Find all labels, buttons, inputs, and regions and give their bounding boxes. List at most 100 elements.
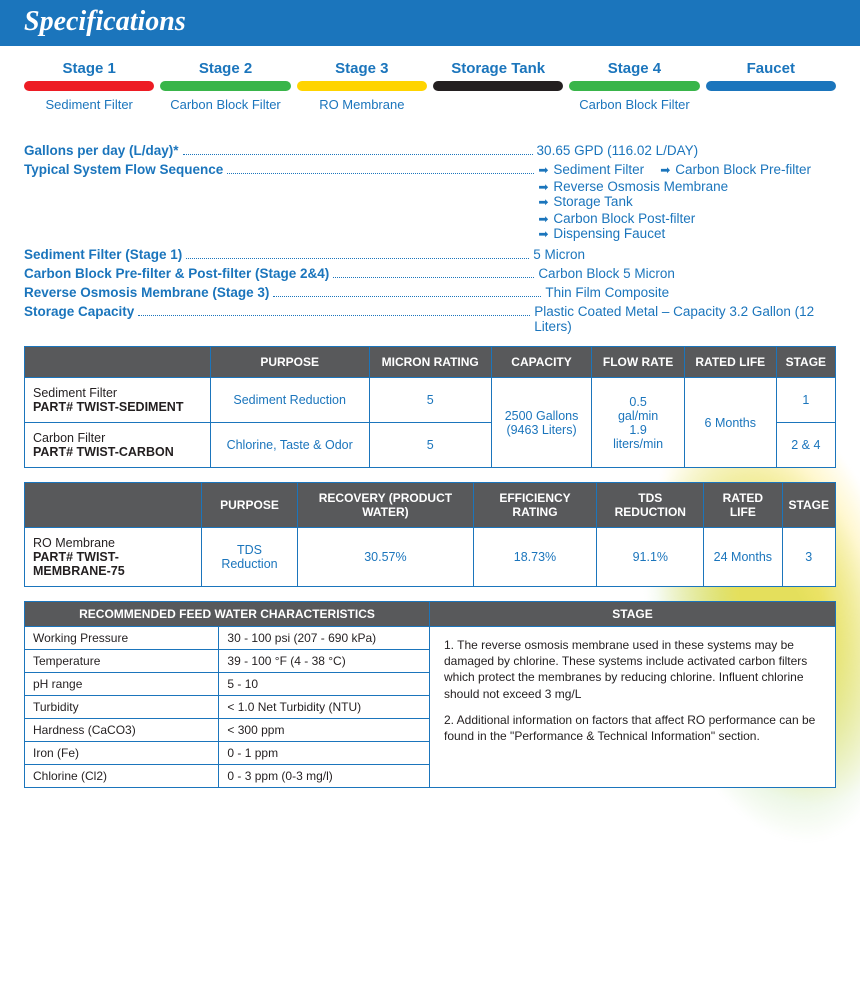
spec-row: Sediment Filter (Stage 1) 5 Micron xyxy=(24,247,836,262)
table-row-head: RO MembranePART# TWIST-MEMBRANE-75 xyxy=(25,528,202,587)
table-cell: 91.1% xyxy=(597,528,704,587)
stage-label: Stage 4 xyxy=(569,60,699,77)
stage-label: Stage 2 xyxy=(160,60,290,77)
table-header: MICRON RATING xyxy=(369,347,491,378)
stage-sublabel: Sediment Filter xyxy=(24,97,154,129)
feed-value: 0 - 3 ppm (0-3 mg/l) xyxy=(219,765,429,788)
stage-sublabel: RO Membrane xyxy=(297,97,427,129)
flow-line: Carbon Block Post-filterDispensing Fauce… xyxy=(538,211,836,241)
stage-pill xyxy=(569,81,699,91)
feed-label: pH range xyxy=(25,673,219,696)
flow-item: Storage Tank xyxy=(538,194,632,209)
note-item: 1. The reverse osmosis membrane used in … xyxy=(444,637,821,702)
stage-pill xyxy=(433,81,563,91)
table-cell: 5 xyxy=(369,423,491,468)
table-header: STAGE xyxy=(776,347,835,378)
spec-dots xyxy=(333,266,534,278)
table-header: CAPACITY xyxy=(491,347,592,378)
table-cell: 30.57% xyxy=(298,528,473,587)
table-cell: 2500 Gallons(9463 Liters) xyxy=(491,378,592,468)
feed-row: Temperature39 - 100 °F (4 - 38 °C) xyxy=(25,650,429,673)
flow-item: Carbon Block Pre-filter xyxy=(660,162,811,177)
table-cell: 3 xyxy=(782,528,835,587)
table-header: PURPOSE xyxy=(210,347,369,378)
table-cell: 0.5gal/min1.9liters/min xyxy=(592,378,685,468)
spec-value: Sediment FilterCarbon Block Pre-filterRe… xyxy=(538,162,836,243)
stage-label: Storage Tank xyxy=(433,60,563,77)
stage-sublabel: Carbon Block Filter xyxy=(569,97,699,129)
feed-row: Hardness (CaCO3)< 300 ppm xyxy=(25,719,429,742)
feed-value: 39 - 100 °F (4 - 38 °C) xyxy=(219,650,429,673)
table-cell: 2 & 4 xyxy=(776,423,835,468)
table-header: EFFICIENCY RATING xyxy=(473,483,597,528)
note-item: 2. Additional information on factors tha… xyxy=(444,712,821,744)
stage-pill xyxy=(24,81,154,91)
table-cell: Sediment Reduction xyxy=(210,378,369,423)
feed-header: RECOMMENDED FEED WATER CHARACTERISTICS xyxy=(25,602,430,627)
spec-dots xyxy=(273,285,541,297)
spec-row: Typical System Flow SequenceSediment Fil… xyxy=(24,162,836,243)
spec-row: Carbon Block Pre-filter & Post-filter (S… xyxy=(24,266,836,281)
stage-5: Faucet xyxy=(706,60,836,129)
spec-dots xyxy=(183,143,533,155)
page-header: Specifications xyxy=(0,0,860,46)
table-header xyxy=(25,483,202,528)
feed-label: Working Pressure xyxy=(25,627,219,650)
feed-value: < 1.0 Net Turbidity (NTU) xyxy=(219,696,429,719)
table-cell: 5 xyxy=(369,378,491,423)
spec-value: Carbon Block 5 Micron xyxy=(538,266,836,281)
flow-item: Carbon Block Post-filter xyxy=(538,211,695,226)
stages-row: Stage 1 Sediment Filter Stage 2 Carbon Bloc… xyxy=(24,60,836,129)
feed-table: Working Pressure30 - 100 psi (207 - 690 … xyxy=(25,627,430,787)
feed-row: Turbidity< 1.0 Net Turbidity (NTU) xyxy=(25,696,429,719)
bottom-grid: RECOMMENDED FEED WATER CHARACTERISTICS S… xyxy=(24,601,836,788)
stage-sublabel xyxy=(433,97,563,129)
feed-label: Hardness (CaCO3) xyxy=(25,719,219,742)
feed-value: 5 - 10 xyxy=(219,673,429,696)
table-header: STAGE xyxy=(782,483,835,528)
spec-dots xyxy=(138,304,530,316)
table-header: RATED LIFE xyxy=(704,483,782,528)
table-header xyxy=(25,347,211,378)
feed-value: 0 - 1 ppm xyxy=(219,742,429,765)
stage-2: Stage 3RO Membrane xyxy=(297,60,427,129)
notes-block: 1. The reverse osmosis membrane used in … xyxy=(430,627,835,787)
stage-label: Stage 1 xyxy=(24,60,154,77)
spec-list: Gallons per day (L/day)*30.65 GPD (116.0… xyxy=(24,143,836,334)
flow-line: Reverse Osmosis MembraneStorage Tank xyxy=(538,179,836,209)
spec-row: Gallons per day (L/day)*30.65 GPD (116.0… xyxy=(24,143,836,158)
stage-pill xyxy=(160,81,290,91)
spec-row: Storage CapacityPlastic Coated Metal – C… xyxy=(24,304,836,334)
table-header: PURPOSE xyxy=(201,483,298,528)
spec-value: 30.65 GPD (116.02 L/DAY) xyxy=(537,143,836,158)
spec-value: 5 Micron xyxy=(533,247,836,262)
feed-label: Temperature xyxy=(25,650,219,673)
spec-label: Sediment Filter (Stage 1) xyxy=(24,247,182,262)
table-cell: 1 xyxy=(776,378,835,423)
spec-dots xyxy=(227,162,534,174)
spec-label: Reverse Osmosis Membrane (Stage 3) xyxy=(24,285,269,300)
spec-label: Carbon Block Pre-filter & Post-filter (S… xyxy=(24,266,329,281)
stage-sublabel: Carbon Block Filter xyxy=(160,97,290,129)
stage-1: Stage 2 Carbon Block Filter xyxy=(160,60,290,129)
stage-3: Storage Tank xyxy=(433,60,563,129)
stage-label: Faucet xyxy=(706,60,836,77)
stage-sublabel xyxy=(706,97,836,129)
feed-row: Iron (Fe)0 - 1 ppm xyxy=(25,742,429,765)
stage-pill xyxy=(297,81,427,91)
flow-item: Dispensing Faucet xyxy=(538,226,665,241)
filters-table: PURPOSEMICRON RATINGCAPACITYFLOW RATERAT… xyxy=(24,346,836,468)
table-header: FLOW RATE xyxy=(592,347,685,378)
feed-row: Working Pressure30 - 100 psi (207 - 690 … xyxy=(25,627,429,650)
spec-value: Plastic Coated Metal – Capacity 3.2 Gall… xyxy=(534,304,836,334)
membrane-table: PURPOSERECOVERY (PRODUCT WATER)EFFICIENC… xyxy=(24,482,836,587)
content-area: Stage 1 Sediment Filter Stage 2 Carbon Bloc… xyxy=(0,46,860,808)
page-title: Specifications xyxy=(24,6,186,37)
stage-pill xyxy=(706,81,836,91)
feed-value: < 300 ppm xyxy=(219,719,429,742)
spec-dots xyxy=(186,247,529,259)
table-row-head: Sediment FilterPART# TWIST-SEDIMENT xyxy=(25,378,211,423)
table-cell: TDS Reduction xyxy=(201,528,298,587)
table-header: RATED LIFE xyxy=(684,347,776,378)
stage-4: Stage 4 Carbon Block Filter xyxy=(569,60,699,129)
